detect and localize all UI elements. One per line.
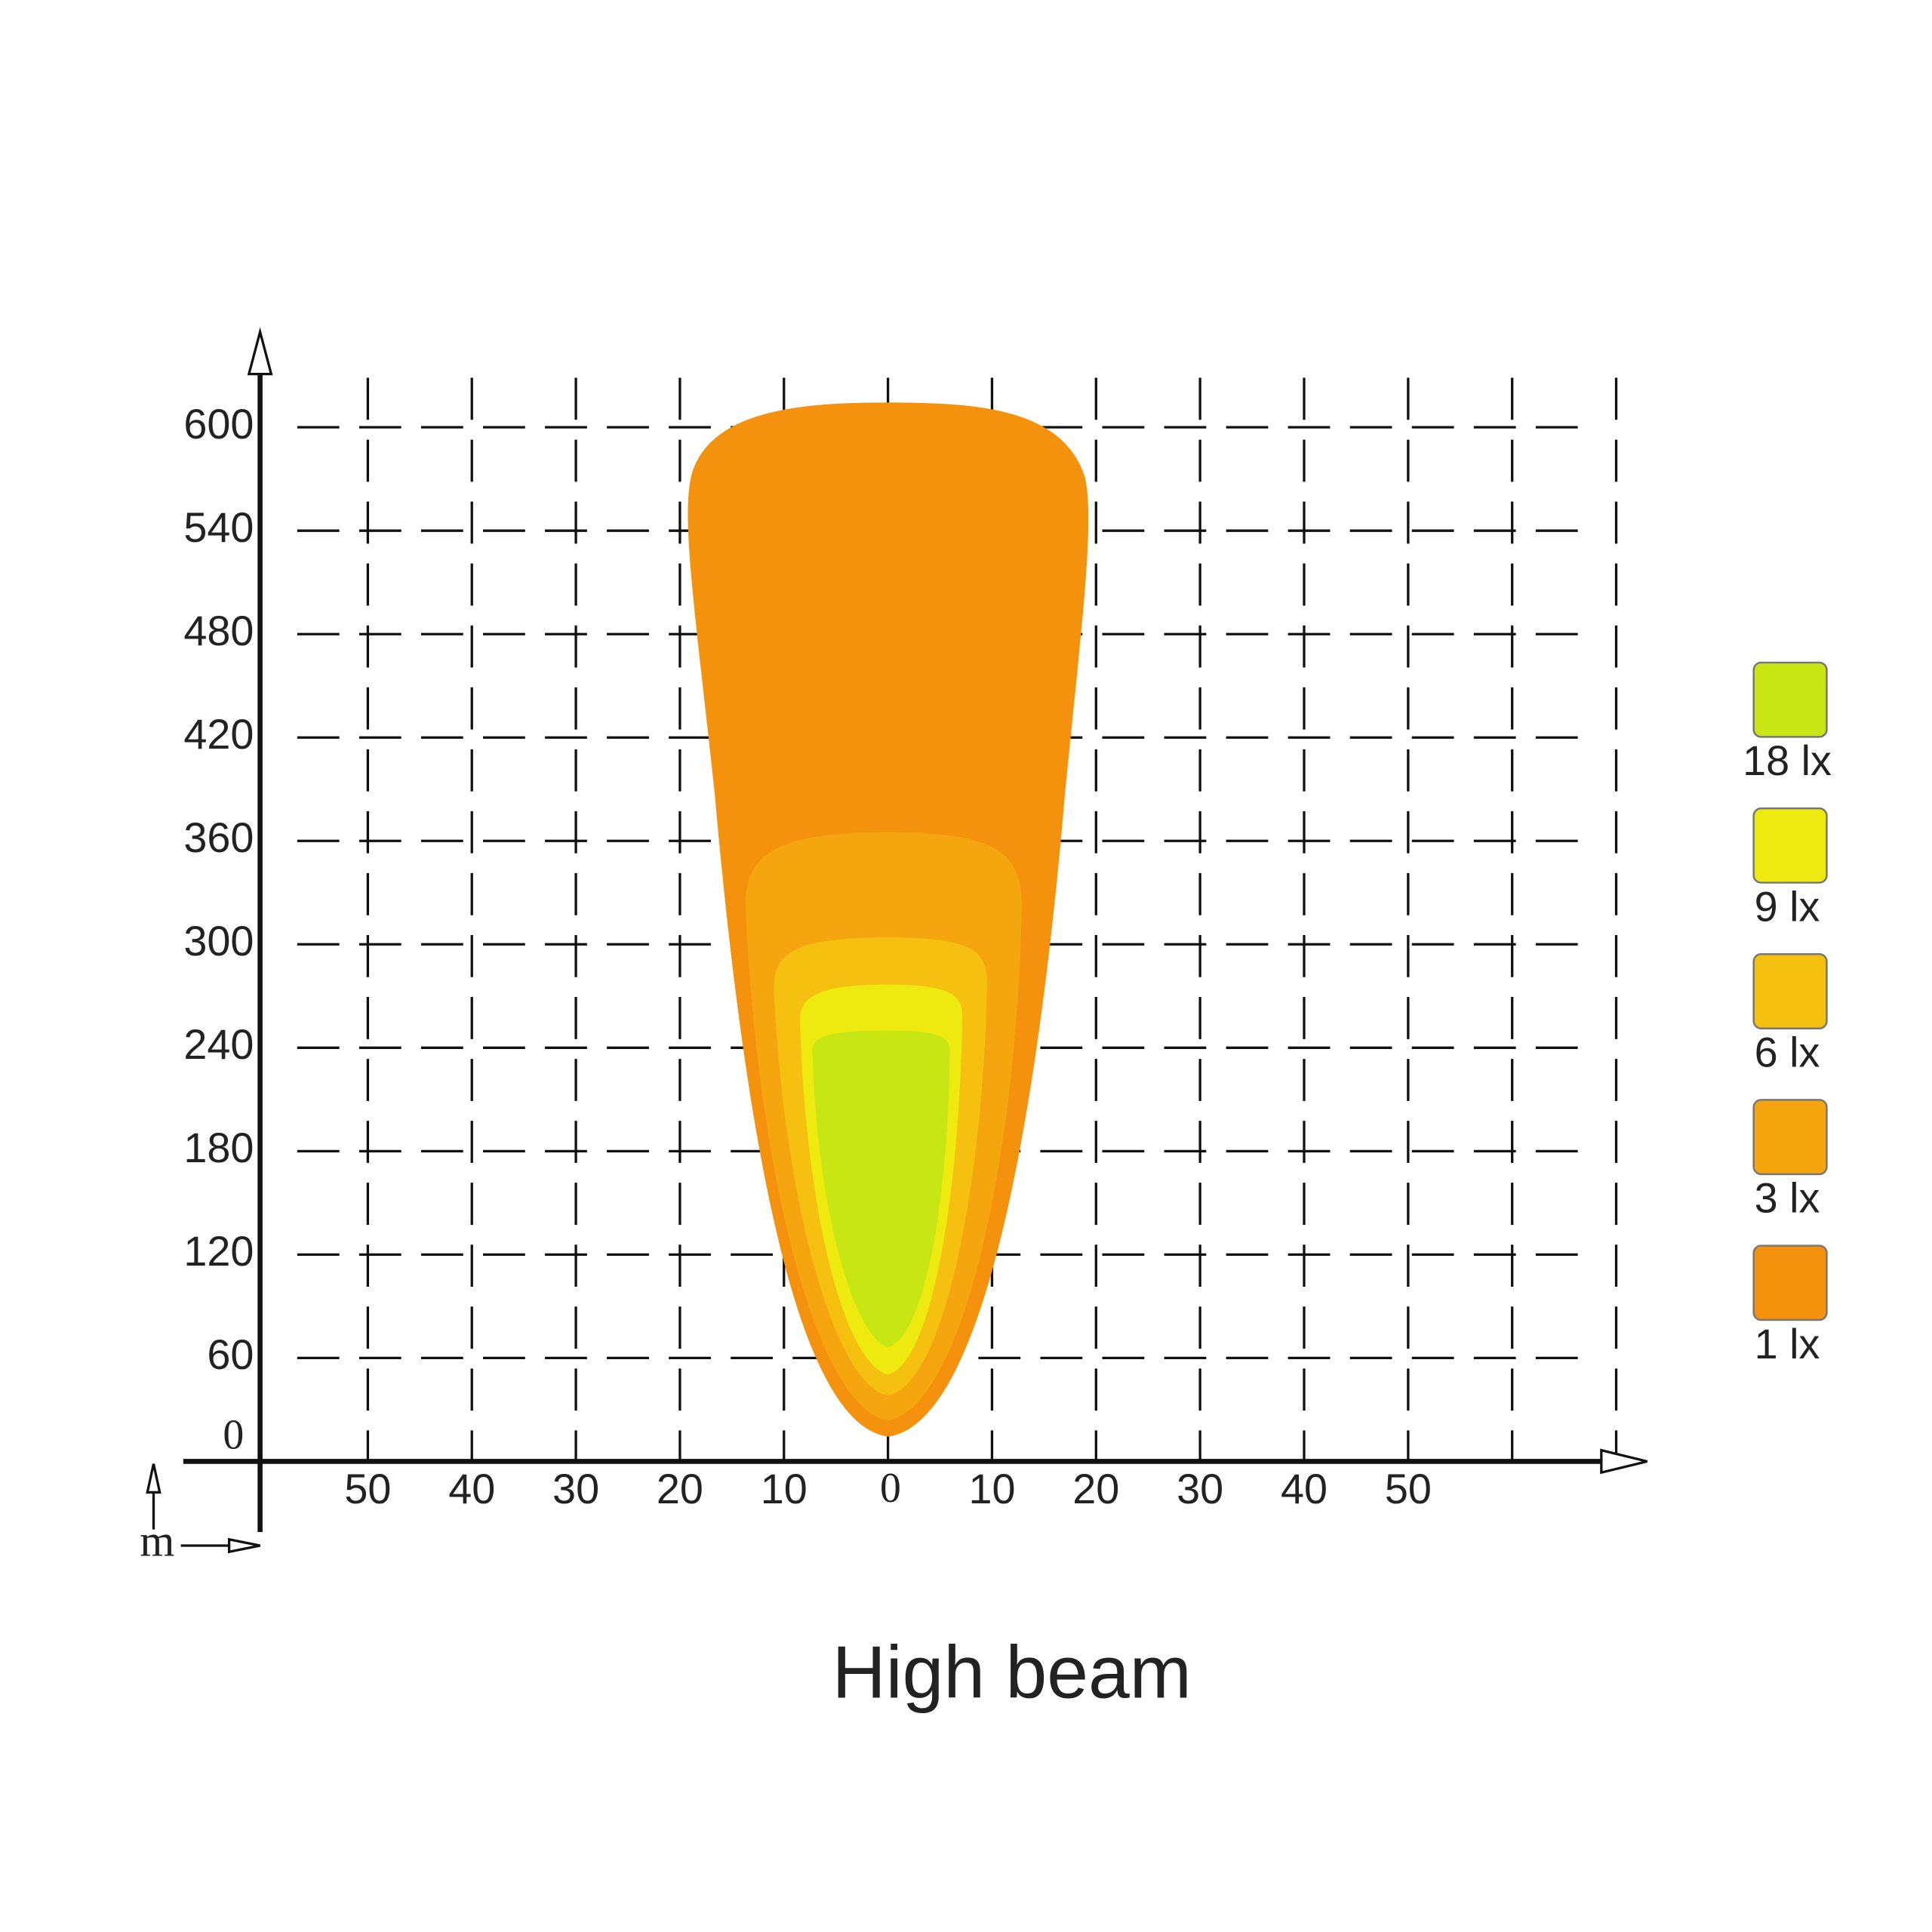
y-tick-label: 0 [223, 1412, 244, 1459]
legend-swatch [1752, 807, 1828, 884]
legend: 18 lx 9 lx 6 lx 3 lx 1 lx [1743, 661, 1832, 1367]
x-tick-label: 10 [968, 1465, 1015, 1512]
isolux-contours [688, 402, 1089, 1437]
unit-label: m [140, 1516, 174, 1566]
x-tick-label: 40 [448, 1465, 495, 1512]
y-tick-label: 360 [183, 814, 254, 861]
y-tick-label: 420 [183, 710, 254, 758]
legend-label: 9 lx [1755, 882, 1820, 930]
title: High beam [832, 1631, 1192, 1714]
x-tick-label: 50 [1385, 1465, 1432, 1512]
unit-arrow-right-head [227, 1537, 260, 1554]
legend-swatch [1752, 1244, 1828, 1321]
isolux-contour [812, 1030, 950, 1348]
legend-swatch [1752, 661, 1828, 738]
legend-label: 6 lx [1755, 1029, 1820, 1076]
legend-label: 1 lx [1755, 1320, 1820, 1367]
legend-swatch [1752, 1099, 1828, 1176]
y-tick-label: 180 [183, 1124, 254, 1171]
y-tick-label: 120 [183, 1227, 254, 1275]
legend-label: 18 lx [1743, 737, 1832, 784]
legend-swatch [1752, 953, 1828, 1029]
x-tick-label: 30 [1177, 1465, 1223, 1512]
x-axis-arrow [1600, 1448, 1647, 1475]
x-tick-label: 0 [880, 1465, 901, 1512]
x-tick-label: 20 [657, 1465, 703, 1512]
unit-arrow-up-head [146, 1463, 162, 1494]
x-tick-label: 30 [552, 1465, 599, 1512]
y-tick-label: 600 [183, 400, 254, 448]
y-tick-label: 540 [183, 503, 254, 551]
y-tick-label: 240 [183, 1020, 254, 1068]
y-tick-label: 60 [207, 1331, 254, 1378]
y-tick-label: 480 [183, 607, 254, 654]
x-tick-label: 10 [761, 1465, 808, 1512]
x-tick-label: 20 [1072, 1465, 1119, 1512]
x-tick-label: 50 [344, 1465, 391, 1512]
legend-label: 3 lx [1755, 1174, 1820, 1222]
y-tick-label: 300 [183, 917, 254, 964]
y-axis-arrow [247, 327, 273, 376]
x-tick-label: 40 [1281, 1465, 1327, 1512]
